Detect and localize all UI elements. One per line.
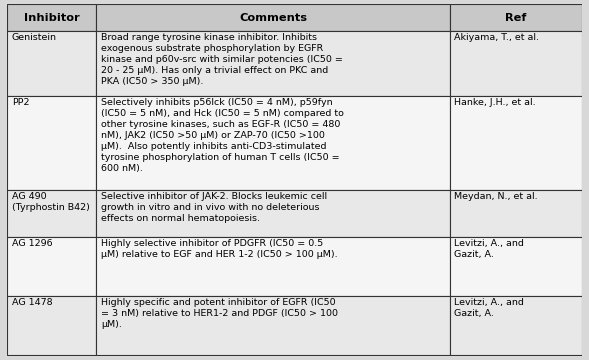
Text: AG 1478: AG 1478 [12,298,52,307]
Bar [450,237,582,296]
Text: Highly selective inhibitor of PDGFR (IC50 = 0.5
μM) relative to EGF and HER 1-2 : Highly selective inhibitor of PDGFR (IC5… [101,239,337,259]
Bar [96,31,450,96]
Bar [7,237,96,296]
Bar [96,4,450,31]
Text: Levitzi, A., and
Gazit, A.: Levitzi, A., and Gazit, A. [454,239,524,259]
Text: Levitzi, A., and
Gazit, A.: Levitzi, A., and Gazit, A. [454,298,524,318]
Bar [96,237,450,296]
Bar [450,96,582,190]
Bar [96,296,450,355]
Text: Ref: Ref [505,13,527,23]
Text: Selective inhibitor of JAK-2. Blocks leukemic cell
growth in vitro and in vivo w: Selective inhibitor of JAK-2. Blocks leu… [101,192,327,223]
Bar [450,296,582,355]
Bar [96,190,450,237]
Bar [7,96,96,190]
Text: Highly specific and potent inhibitor of EGFR (IC50
= 3 nM) relative to HER1-2 an: Highly specific and potent inhibitor of … [101,298,337,329]
Text: Broad range tyrosine kinase inhibitor. Inhibits
exogenous substrate phosphorylat: Broad range tyrosine kinase inhibitor. I… [101,33,343,86]
Text: AG 490
(Tyrphostin B42): AG 490 (Tyrphostin B42) [12,192,90,212]
Bar [7,190,96,237]
Text: PP2: PP2 [12,98,29,107]
Bar [450,31,582,96]
Text: Genistein: Genistein [12,33,57,42]
Bar [7,296,96,355]
Text: Comments: Comments [239,13,307,23]
Text: AG 1296: AG 1296 [12,239,52,248]
Bar [7,4,96,31]
Bar [450,4,582,31]
Bar [450,190,582,237]
Text: Akiyama, T., et al.: Akiyama, T., et al. [454,33,540,42]
Text: Hanke, J.H., et al.: Hanke, J.H., et al. [454,98,536,107]
Bar [7,31,96,96]
Bar [96,96,450,190]
Text: Inhibitor: Inhibitor [24,13,80,23]
Text: Meydan, N., et al.: Meydan, N., et al. [454,192,538,201]
Text: Selectively inhibits p56lck (IC50 = 4 nM), p59fyn
(IC50 = 5 nM), and Hck (IC50 =: Selectively inhibits p56lck (IC50 = 4 nM… [101,98,343,173]
